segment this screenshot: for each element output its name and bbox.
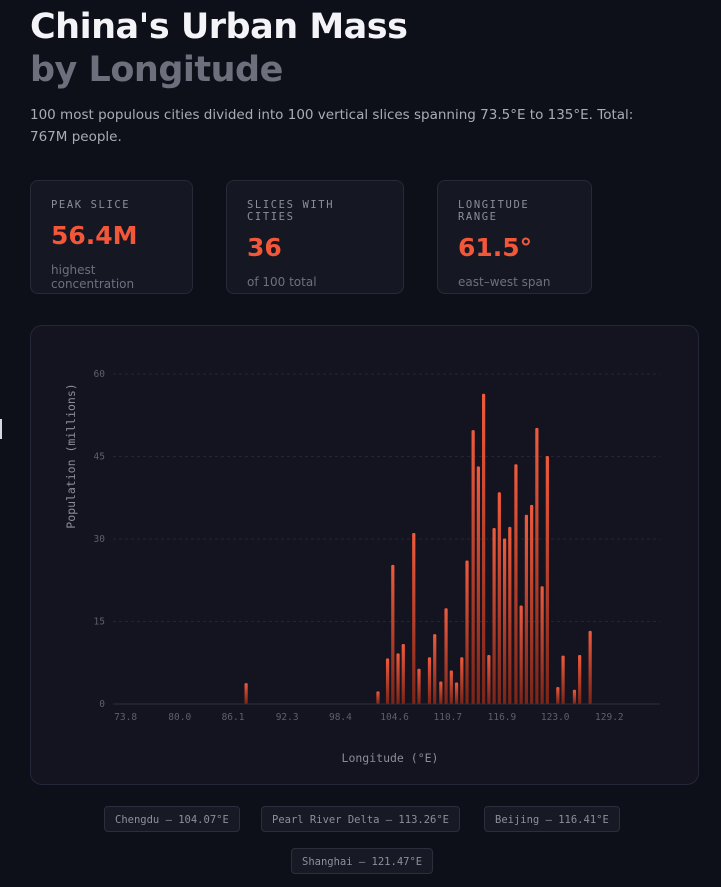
bar bbox=[476, 466, 480, 704]
x-tick-label: 110.7 bbox=[434, 712, 463, 723]
population-bar-chart: 0 15 30 45 60 73.8 80.0 86.1 92.3 98.4 104.6 110.7 1… bbox=[64, 369, 660, 765]
stat-sub: east–west span bbox=[458, 275, 551, 289]
city-label-shanghai: Shanghai — 121.47°E bbox=[291, 848, 434, 874]
x-tick-label: 73.8 bbox=[114, 712, 137, 723]
bar bbox=[545, 455, 549, 704]
bar bbox=[561, 655, 565, 704]
stat-label: PEAK SLICE bbox=[51, 199, 131, 211]
x-tick-label: 116.9 bbox=[488, 712, 517, 723]
bar bbox=[508, 526, 512, 704]
description: 100 most populous cities divided into 10… bbox=[30, 107, 634, 145]
title-line-1: China's Urban Mass bbox=[30, 7, 408, 47]
bar bbox=[492, 528, 496, 704]
city-label-pearl-river-delta: Pearl River Delta — 113.26°E bbox=[261, 806, 461, 832]
bar bbox=[540, 586, 544, 704]
stat-label: LONGITUDE RANGE bbox=[458, 199, 530, 223]
bar bbox=[502, 538, 507, 704]
bar bbox=[530, 504, 534, 704]
page-title: China's Urban Mass by Longitude bbox=[30, 6, 408, 92]
stat-label: SLICES WITH CITIES bbox=[247, 199, 335, 223]
x-tick-label: 86.1 bbox=[222, 712, 245, 723]
bar bbox=[444, 608, 448, 704]
y-axis-label: Population (millions) bbox=[64, 383, 78, 528]
bar bbox=[519, 605, 523, 704]
x-tick-label: 104.6 bbox=[380, 712, 409, 723]
x-tick-label: 129.2 bbox=[595, 712, 624, 723]
bar bbox=[578, 655, 582, 704]
bar bbox=[401, 644, 405, 704]
bar bbox=[385, 658, 390, 704]
bar bbox=[572, 689, 577, 704]
bar bbox=[244, 683, 248, 704]
bar bbox=[376, 691, 380, 704]
x-tick-label: 123.0 bbox=[541, 712, 570, 723]
stat-value: 61.5° bbox=[458, 233, 533, 262]
bar bbox=[487, 655, 491, 704]
bar bbox=[449, 670, 453, 704]
x-tick-label: 92.3 bbox=[276, 712, 299, 723]
x-tick-label: 80.0 bbox=[168, 712, 191, 723]
y-tick-label: 30 bbox=[94, 534, 106, 545]
bar bbox=[412, 532, 416, 704]
bar bbox=[482, 393, 486, 704]
stat-card-longitude-range: LONGITUDE RANGE 61.5° east–west span bbox=[437, 180, 592, 294]
bar bbox=[427, 657, 432, 704]
x-tick-label: 98.4 bbox=[329, 712, 352, 723]
y-tick-label: 60 bbox=[94, 369, 106, 380]
stat-value: 56.4M bbox=[51, 221, 138, 250]
bar bbox=[396, 653, 400, 704]
bar bbox=[460, 657, 464, 704]
stat-sub: of 100 total bbox=[247, 275, 317, 289]
bar bbox=[471, 430, 475, 704]
chart-panel: 0 15 30 45 60 73.8 80.0 86.1 92.3 98.4 104.6 110.7 1… bbox=[30, 325, 699, 785]
y-tick-label: 15 bbox=[94, 617, 105, 628]
bar bbox=[514, 464, 518, 704]
bar bbox=[433, 634, 437, 704]
x-axis-label: Longitude (°E) bbox=[342, 751, 439, 765]
stat-value: 36 bbox=[247, 233, 282, 262]
title-line-2: by Longitude bbox=[30, 50, 283, 90]
stat-card-peak-slice: PEAK SLICE 56.4M highest concentration bbox=[30, 180, 193, 294]
bar bbox=[439, 681, 443, 704]
bar bbox=[465, 560, 469, 704]
y-tick-label: 0 bbox=[99, 699, 105, 710]
y-tick-label: 45 bbox=[94, 452, 105, 463]
edge-marker bbox=[0, 419, 2, 439]
bar bbox=[524, 514, 529, 704]
city-label-chengdu: Chengdu — 104.07°E bbox=[104, 806, 240, 832]
bar bbox=[391, 564, 395, 704]
stat-card-slices-with-cities: SLICES WITH CITIES 36 of 100 total bbox=[226, 180, 404, 294]
bar bbox=[588, 630, 592, 704]
bar bbox=[417, 668, 421, 704]
bar bbox=[535, 427, 539, 704]
bar bbox=[454, 682, 459, 704]
city-label-beijing: Beijing — 116.41°E bbox=[484, 806, 620, 832]
stat-sub: highest concentration bbox=[51, 263, 135, 291]
bar bbox=[556, 686, 560, 704]
bar bbox=[497, 492, 501, 704]
